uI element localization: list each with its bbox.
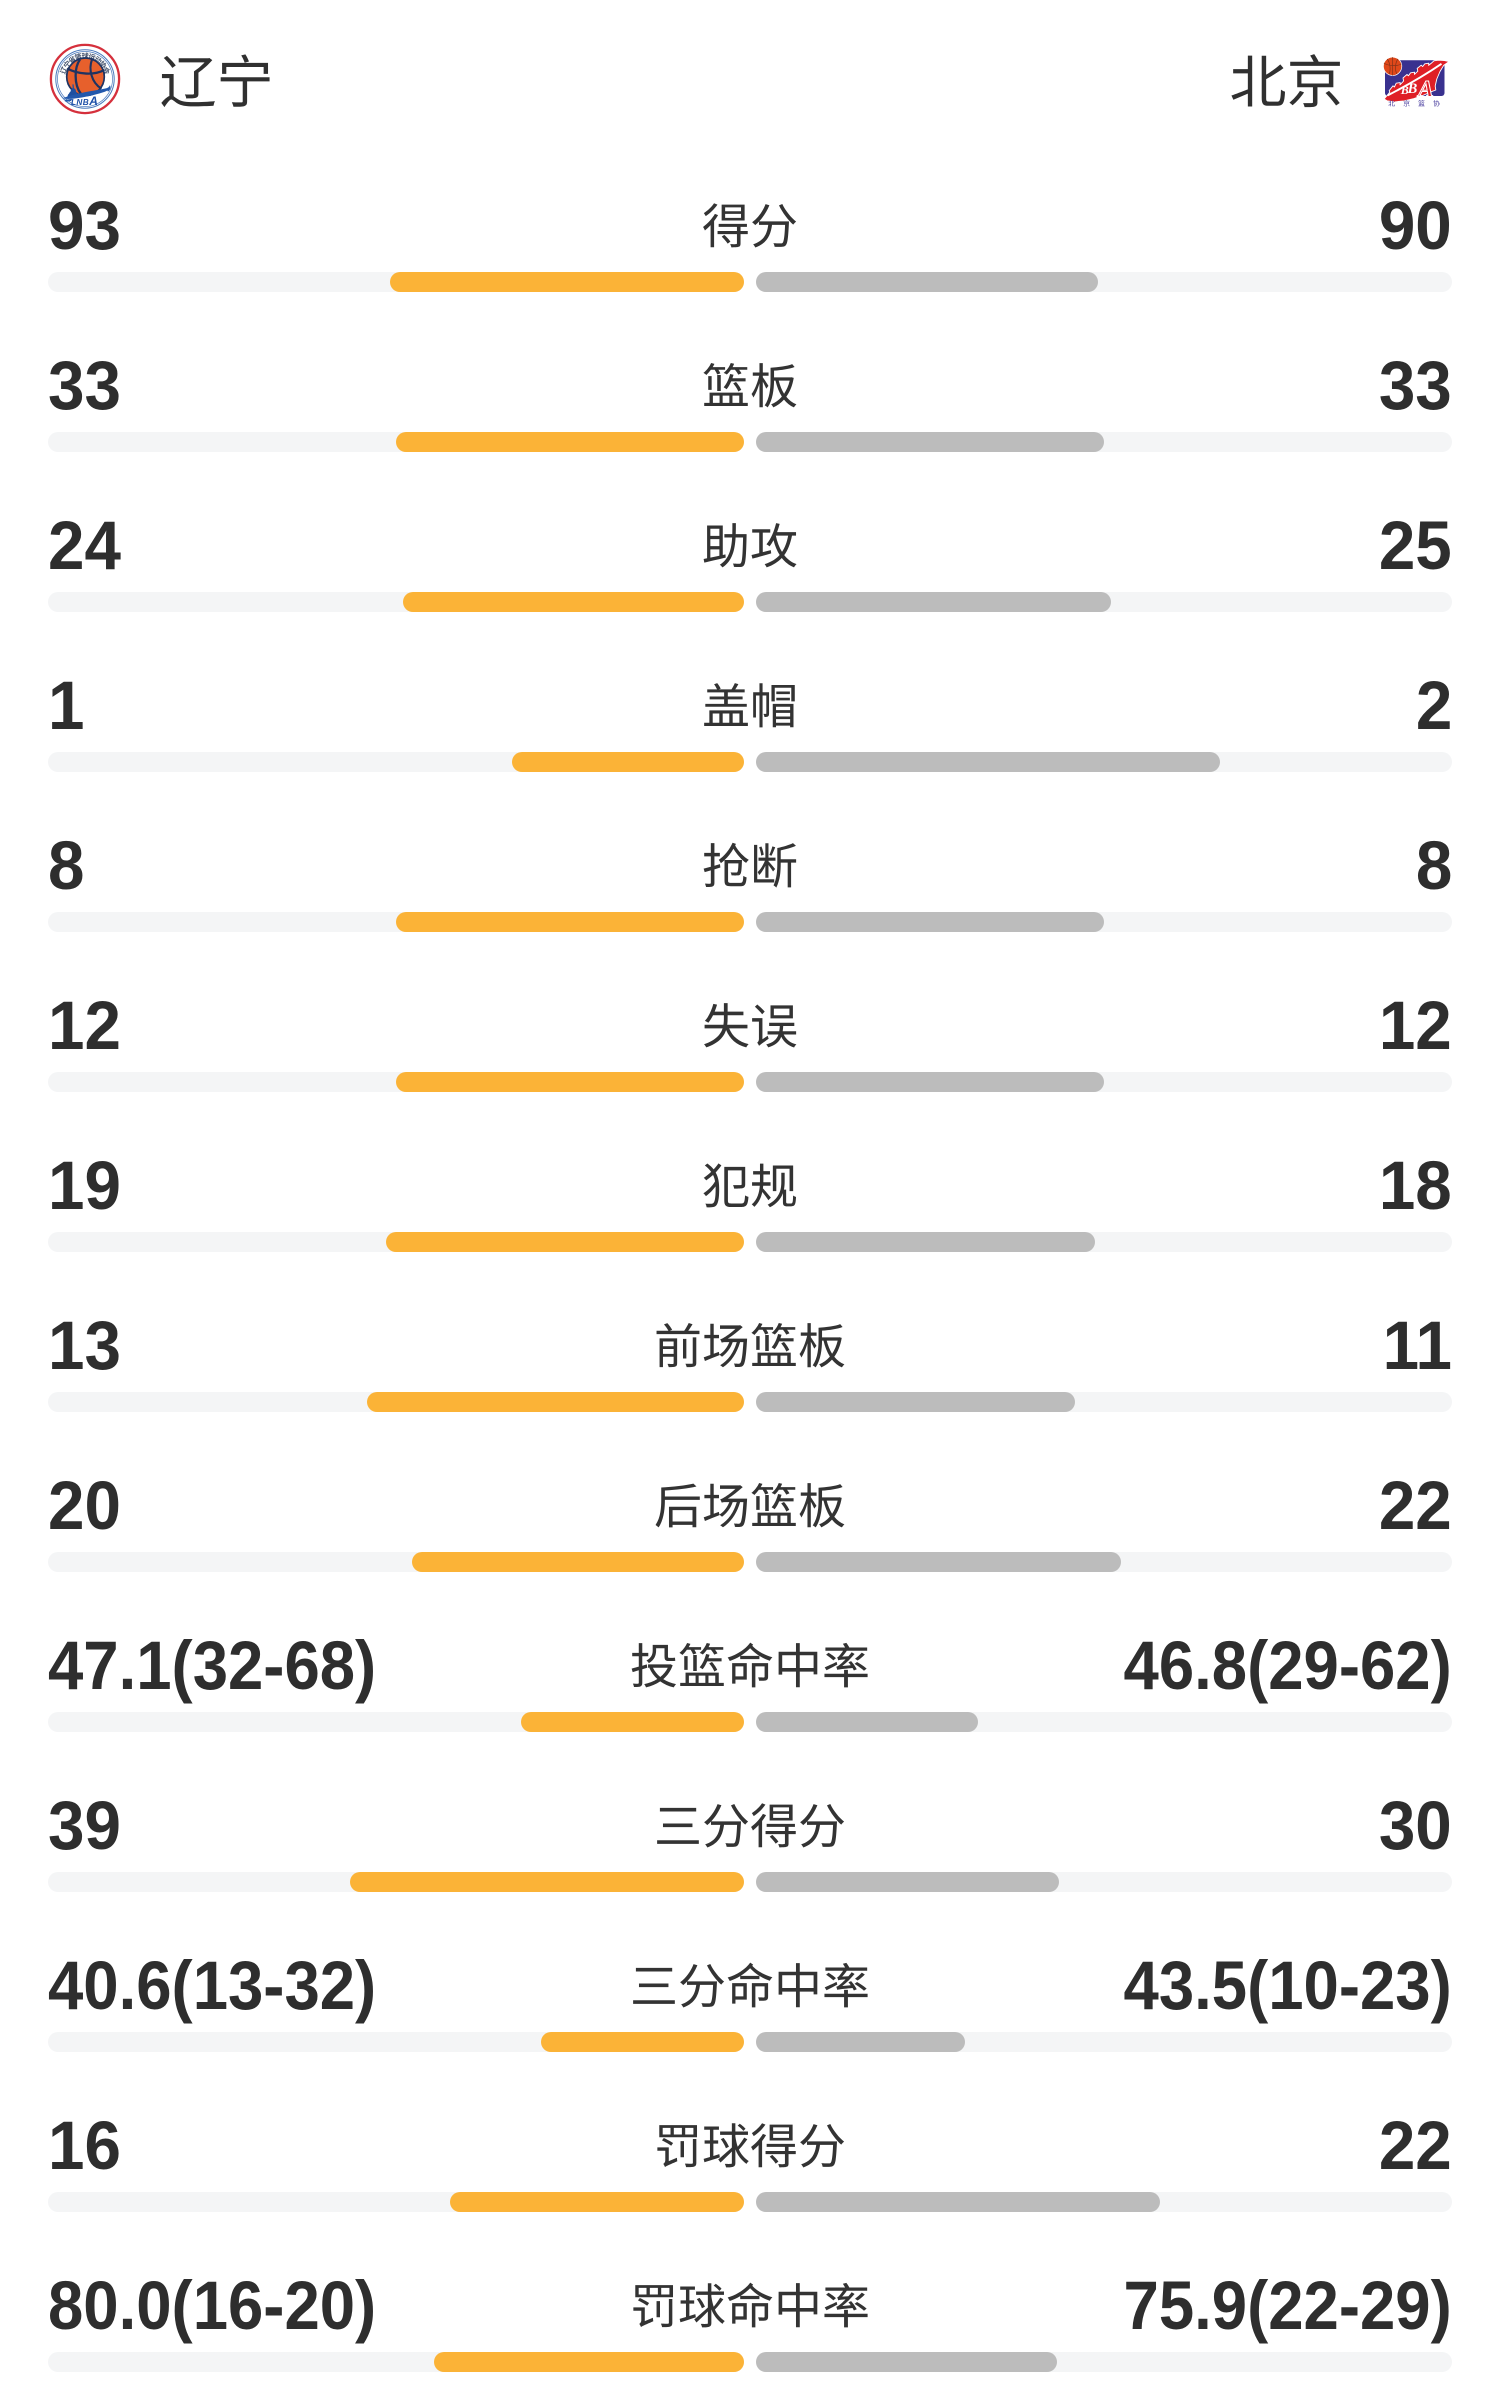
- svg-text:B: B: [1400, 83, 1409, 97]
- svg-text:B: B: [1407, 81, 1418, 97]
- svg-text:LNB: LNB: [71, 98, 89, 107]
- svg-text:A: A: [88, 94, 98, 108]
- svg-text:A: A: [1416, 77, 1433, 102]
